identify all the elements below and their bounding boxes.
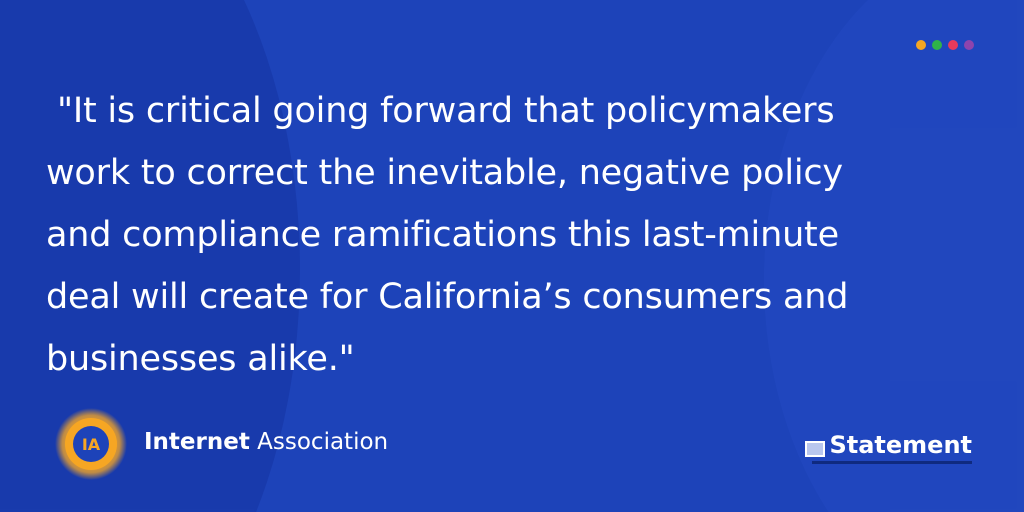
- green-dot-icon: [932, 40, 942, 50]
- quote-text: "It is critical going forward that polic…: [46, 91, 849, 379]
- statement-underline: [812, 461, 972, 464]
- red-dot-icon: [948, 40, 958, 50]
- document-icon: [805, 441, 826, 457]
- internet-association-logo-icon: IA: [55, 408, 127, 480]
- logo-text: IA: [82, 435, 101, 454]
- background-arc-right: [764, 0, 1024, 512]
- orange-dot-icon: [916, 40, 926, 50]
- statement-text: Statement: [829, 431, 972, 459]
- organization-name: Internet Association: [144, 427, 388, 457]
- color-dots-decoration: [916, 40, 974, 50]
- purple-dot-icon: [964, 40, 974, 50]
- statement-label: Statement: [805, 430, 972, 460]
- background-arc: [0, 0, 300, 512]
- organization-name-regular: Association: [249, 429, 389, 455]
- organization-name-bold: Internet: [144, 429, 250, 455]
